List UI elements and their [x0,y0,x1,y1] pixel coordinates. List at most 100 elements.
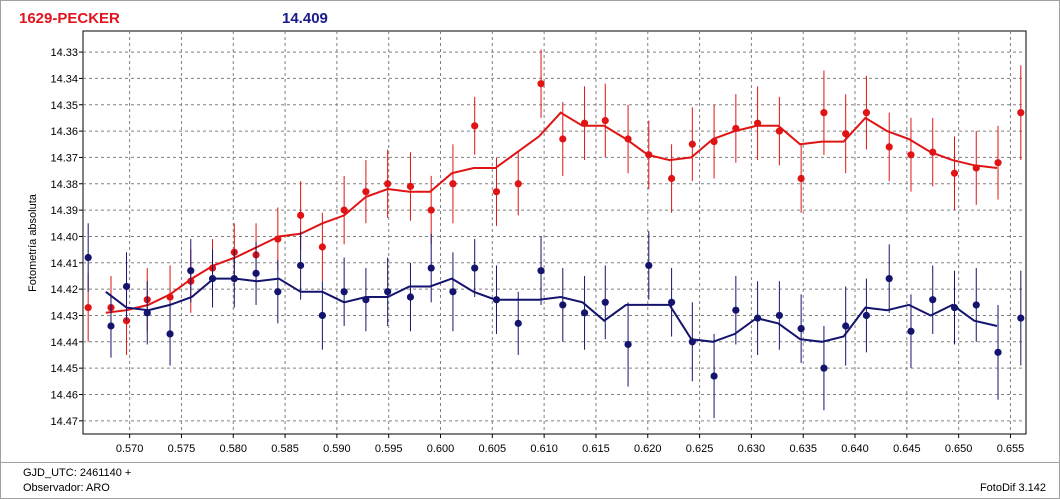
y-tick-label: 14.45 [50,363,78,375]
blue-data-point [166,330,174,338]
version-label: FotoDif 3.142 [979,482,1046,494]
blue-data-point [907,327,915,335]
blue-data-point [710,372,718,380]
plot-area: 0.570 0.575 0.580 0.585 0.590 0.595 0.600 0.605… [50,30,1027,455]
blue-data-point [274,288,282,296]
red-data-point [1017,109,1025,117]
blue-data-point [230,274,238,283]
red-data-point [471,122,479,130]
x-tick-label: 0.635 [789,443,817,455]
blue-data-point [514,319,522,327]
y-tick-label: 14.40 [50,231,78,243]
red-data-point [688,140,696,148]
magnitude-value: 14.409 [282,10,328,27]
blue-data-point [775,311,783,320]
blue-data-point [471,264,479,272]
blue-data-point [580,309,589,317]
red-data-point [885,143,893,151]
blue-data-point [820,364,828,372]
x-tick-label: 0.625 [686,443,714,455]
blue-data-point [384,288,392,296]
y-tick-label: 14.38 [50,179,78,191]
blue-data-point [624,340,632,349]
blue-data-point [1017,314,1025,322]
red-data-point [797,174,805,183]
red-data-point [601,116,609,125]
blue-data-point [252,269,260,277]
y-tick-label: 14.37 [50,152,78,164]
plot-frame [82,30,1027,435]
x-tick-label: 0.610 [530,443,558,455]
x-tick-label: 0.575 [168,443,196,455]
red-data-point [929,148,937,156]
red-data-point [754,119,762,127]
blue-data-point [449,288,457,296]
red-data-point [972,164,980,172]
red-data-point [492,188,501,196]
y-tick-label: 14.35 [50,100,78,112]
x-tick-label: 0.595 [375,443,403,455]
red-data-point [362,188,370,196]
red-data-point [406,182,415,191]
gjd-label: GJD_UTC: 2461140 + [23,467,132,479]
x-tick-label: 0.645 [893,443,921,455]
x-tick-label: 0.580 [219,443,247,455]
red-data-point [907,151,915,159]
blue-data-point [667,298,676,306]
blue-data-point [972,301,980,309]
blue-data-point [797,325,805,333]
red-data-point [274,235,282,243]
red-data-point [318,243,326,251]
blue-data-point [143,309,151,317]
y-tick-label: 14.36 [50,126,78,138]
y-tick-label: 14.44 [50,337,78,349]
red-data-point [667,174,676,183]
y-tick-label: 14.39 [50,205,78,217]
red-data-point [950,169,959,177]
blue-data-point [559,301,567,309]
red-data-point [340,206,348,214]
x-tick-label: 0.590 [323,443,351,455]
red-data-point [514,180,522,188]
blue-data-point [842,322,850,330]
blue-data-point [84,253,92,262]
x-tick-label: 0.585 [271,443,299,455]
y-tick-label: 14.42 [50,284,78,296]
x-tick-label: 0.640 [841,443,869,455]
y-tick-label: 14.43 [50,310,78,322]
x-tick-label: 0.605 [479,443,507,455]
chart-title: 1629-PECKER [19,10,120,27]
blue-data-point [885,274,893,283]
y-tick-label: 14.34 [50,73,78,85]
red-data-point [994,159,1002,167]
blue-data-point [754,314,762,322]
red-data-point [842,130,850,138]
blue-data-point [122,282,131,291]
red-data-point [297,211,305,219]
blue-data-point [187,267,195,275]
blue-data-point [537,267,545,275]
blue-data-point [688,338,696,346]
blue-data-point [297,261,305,270]
red-data-point [537,80,545,88]
red-data-point [84,303,92,312]
x-tick-label: 0.655 [997,443,1025,455]
red-fit-line [105,111,998,314]
blue-fit-line [105,277,998,343]
blue-data-point [107,322,115,330]
blue-data-point [929,296,937,304]
red-data-point [624,135,632,143]
y-tick-label: 14.41 [50,258,78,270]
blue-data-point [427,264,435,272]
footer-divider [1,462,1059,463]
blue-data-point [208,274,217,283]
red-data-point [710,138,718,146]
observer-label: Observador: ARO [23,482,110,494]
blue-data-point [862,311,871,320]
red-data-point [820,109,828,117]
y-tick-label: 14.33 [50,47,78,59]
x-tick-label: 0.570 [116,443,144,455]
red-data-point [732,124,740,133]
red-data-point [559,135,567,143]
